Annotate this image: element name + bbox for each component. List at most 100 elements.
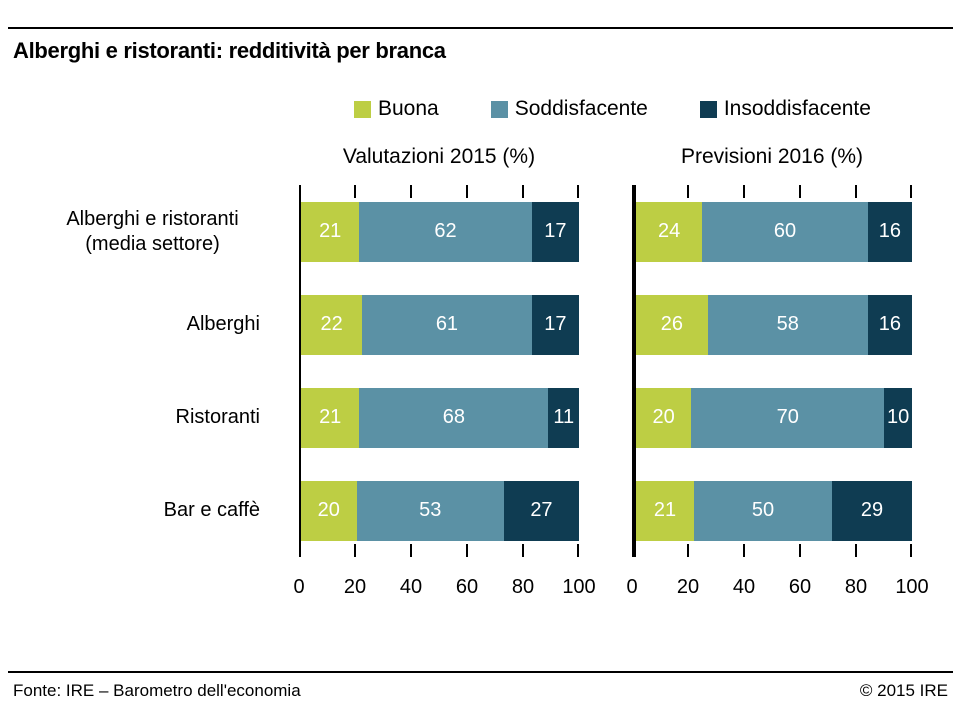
- chart-title: Alberghi e ristoranti: redditività per b…: [13, 38, 446, 63]
- footer-source: Fonte: IRE – Barometro dell'economia: [13, 681, 301, 700]
- axis-tick: [687, 544, 689, 557]
- bar-row: 21 68 11: [301, 371, 579, 464]
- bar-segment-buona: 26: [636, 294, 708, 355]
- axis-tick: [910, 544, 912, 557]
- bar-segment-insoddisfacente: 27: [503, 480, 579, 541]
- x-axis-label: 80: [511, 576, 535, 598]
- axis-tick: [466, 544, 468, 557]
- x-axis-label: 20: [676, 576, 700, 598]
- axis-tick: [522, 185, 524, 198]
- bar-segment-soddisfacente: 50: [693, 480, 832, 541]
- axis-tick: [855, 185, 857, 198]
- top-divider: [8, 27, 953, 29]
- x-axis-label: 40: [732, 576, 756, 598]
- stacked-bar: 22 61 17: [301, 294, 579, 355]
- axis-tick: [855, 544, 857, 557]
- bar-segment-soddisfacente: 61: [362, 294, 532, 355]
- axis-tick: [410, 185, 412, 198]
- bar-segment-insoddisfacente: 16: [867, 294, 912, 355]
- legend: Buona Soddisfacente Insoddisfacente: [354, 97, 871, 121]
- bar-segment-insoddisfacente: 11: [548, 387, 579, 448]
- bar-segment-buona: 24: [636, 201, 703, 262]
- axis-tick: [799, 185, 801, 198]
- legend-label: Insoddisfacente: [723, 97, 871, 120]
- x-axis-label: 100: [562, 576, 596, 598]
- legend-item-insoddisfacente: Insoddisfacente: [699, 97, 871, 121]
- axis-tick: [743, 185, 745, 198]
- row-labels: Alberghi e ristoranti (media settore) Alb…: [0, 185, 260, 557]
- bar-segment-insoddisfacente: 17: [531, 294, 579, 355]
- category-label: Bar e caffè: [163, 499, 260, 521]
- legend-swatch: [354, 100, 371, 118]
- x-axis-labels: 0 20 40 60 80 100: [626, 576, 928, 600]
- legend-swatch: [699, 100, 717, 118]
- category-label: Ristoranti: [175, 406, 260, 428]
- bars-area: 21 62 17 22 61 17 21 68 11 20 53 27: [301, 185, 579, 557]
- bar-row: 20 53 27: [301, 464, 579, 557]
- axis-tick: [466, 185, 468, 198]
- panel-header-previsioni: Previsioni 2016 (%): [680, 145, 864, 168]
- stacked-bar: 21 62 17: [301, 201, 579, 262]
- axis-tick: [910, 185, 912, 198]
- axis-tick: [410, 544, 412, 557]
- stacked-bar: 20 53 27: [301, 480, 579, 541]
- legend-label: Buona: [378, 97, 439, 120]
- bar-segment-soddisfacente: 53: [356, 480, 504, 541]
- legend-item-buona: Buona: [354, 97, 439, 121]
- x-axis-label: 0: [626, 576, 638, 598]
- bar-segment-insoddisfacente: 10: [884, 387, 912, 448]
- chart-panel-previsioni: 24 60 16 26 58 16 20 70 10 21 50 29: [632, 185, 912, 557]
- bar-segment-buona: 22: [301, 294, 363, 355]
- bar-row: 20 70 10: [636, 371, 912, 464]
- axis-tick: [577, 544, 579, 557]
- x-axis-label: 0: [293, 576, 305, 598]
- stacked-bar: 26 58 16: [636, 294, 912, 355]
- footer-divider: [8, 671, 953, 673]
- bar-segment-soddisfacente: 68: [359, 387, 549, 448]
- legend-item-soddisfacente: Soddisfacente: [490, 97, 648, 121]
- axis-tick: [743, 544, 745, 557]
- bars-area: 24 60 16 26 58 16 20 70 10 21 50 29: [636, 185, 912, 557]
- chart-panel-valutazioni: 21 62 17 22 61 17 21 68 11 20 53 27: [299, 185, 579, 557]
- bar-segment-buona: 20: [636, 387, 692, 448]
- bar-row: 24 60 16: [636, 185, 912, 278]
- bar-segment-buona: 21: [301, 201, 360, 262]
- panel-header-valutazioni: Valutazioni 2015 (%): [342, 145, 536, 168]
- x-axis-label: 60: [455, 576, 479, 598]
- bar-segment-buona: 21: [301, 387, 360, 448]
- bar-segment-insoddisfacente: 17: [531, 201, 579, 262]
- axis-tick: [354, 185, 356, 198]
- x-axis-labels: 0 20 40 60 80 100: [293, 576, 595, 600]
- axis-tick: [799, 544, 801, 557]
- x-axis-label: 100: [895, 576, 929, 598]
- bar-row: 26 58 16: [636, 278, 912, 371]
- stacked-bar: 21 50 29: [636, 480, 912, 541]
- footer-copyright: © 2015 IRE: [859, 681, 948, 700]
- x-axis-label: 20: [343, 576, 367, 598]
- bar-segment-buona: 21: [636, 480, 694, 541]
- bar-segment-soddisfacente: 70: [691, 387, 885, 448]
- axis-tick: [522, 544, 524, 557]
- bar-row: 21 62 17: [301, 185, 579, 278]
- legend-label: Soddisfacente: [514, 97, 648, 120]
- category-label: Alberghi: [186, 313, 260, 335]
- stacked-bar: 21 68 11: [301, 387, 579, 448]
- axis-tick: [354, 544, 356, 557]
- bar-segment-insoddisfacente: 29: [831, 480, 912, 541]
- bar-row: 22 61 17: [301, 278, 579, 371]
- bar-segment-buona: 20: [301, 480, 357, 541]
- axis-tick: [687, 185, 689, 198]
- bar-segment-soddisfacente: 58: [707, 294, 868, 355]
- x-axis-label: 80: [844, 576, 868, 598]
- legend-swatch: [490, 100, 508, 118]
- axis-tick: [577, 185, 579, 198]
- bar-segment-insoddisfacente: 16: [867, 201, 912, 262]
- x-axis-label: 60: [788, 576, 812, 598]
- bar-segment-soddisfacente: 60: [702, 201, 868, 262]
- x-axis-label: 40: [399, 576, 423, 598]
- bar-segment-soddisfacente: 62: [359, 201, 532, 262]
- category-label: Alberghi e ristoranti (media settore): [66, 207, 239, 255]
- stacked-bar: 24 60 16: [636, 201, 912, 262]
- bar-row: 21 50 29: [636, 464, 912, 557]
